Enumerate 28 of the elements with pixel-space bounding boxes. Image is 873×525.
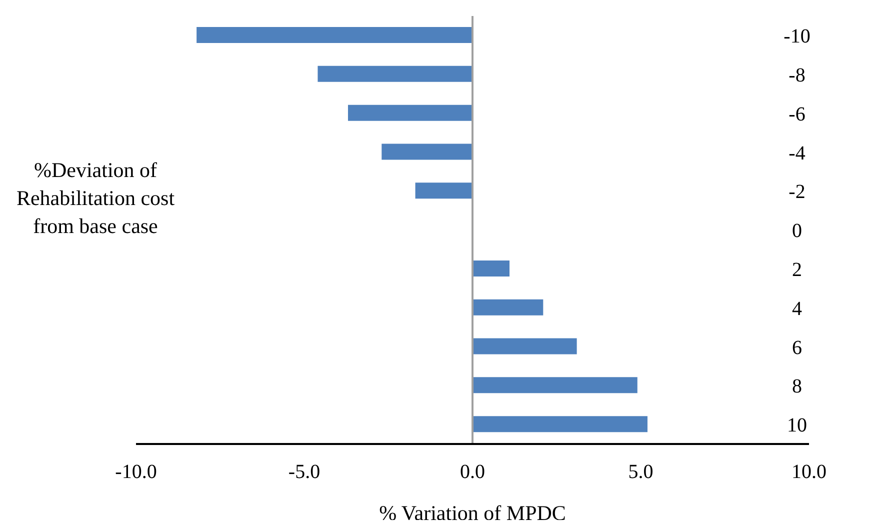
bar bbox=[472, 338, 577, 354]
bar bbox=[472, 416, 648, 432]
x-tick-label: -10.0 bbox=[115, 461, 157, 484]
y-tick-label: -2 bbox=[788, 181, 806, 204]
bar bbox=[472, 260, 510, 276]
y-tick-label: -4 bbox=[788, 142, 806, 164]
bar bbox=[382, 144, 472, 160]
y-tick-label: 2 bbox=[792, 259, 802, 282]
y-axis-title: %Deviation of Rehabilitation cost from base case bbox=[15, 157, 176, 240]
x-tick-label: 0.0 bbox=[460, 461, 485, 484]
bar bbox=[472, 377, 638, 394]
y-tick-label: -8 bbox=[788, 64, 806, 86]
y-tick-label: 10 bbox=[787, 414, 807, 437]
bar bbox=[318, 66, 472, 82]
x-tick-label: 5.0 bbox=[628, 461, 654, 484]
y-tick-label: -6 bbox=[788, 103, 806, 126]
y-tick-label: 4 bbox=[792, 298, 802, 320]
y-tick-label: 6 bbox=[792, 336, 802, 359]
bar bbox=[415, 182, 472, 199]
x-axis-title: % Variation of MPDC bbox=[379, 501, 566, 525]
bar bbox=[348, 104, 472, 121]
bar bbox=[472, 299, 544, 316]
y-tick-label: 8 bbox=[792, 376, 802, 398]
x-tick-label: -5.0 bbox=[288, 461, 320, 484]
y-tick-label: 0 bbox=[792, 220, 802, 242]
x-tick-label: 10.0 bbox=[792, 461, 826, 484]
y-tick-label: -10 bbox=[784, 26, 810, 48]
bar bbox=[196, 27, 472, 43]
